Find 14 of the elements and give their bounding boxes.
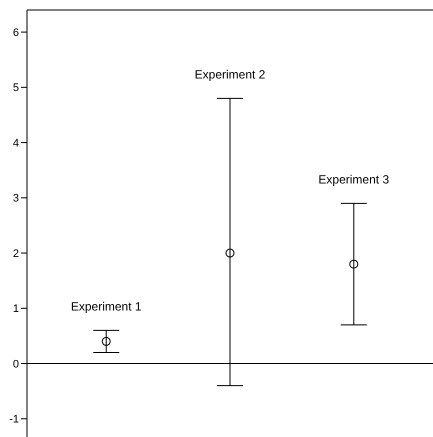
x-tick-label: Experiment 2 <box>194 67 266 82</box>
y-tick-label: -1 <box>9 414 19 426</box>
y-tick-label: 4 <box>12 137 19 150</box>
x-tick-label: Experiment 3 <box>318 172 390 186</box>
point <box>349 260 358 269</box>
y-tick-label: 1 <box>12 303 19 316</box>
point <box>226 248 234 258</box>
y-tick-label: 0 <box>12 358 19 370</box>
y-tick-label: 5 <box>12 82 19 94</box>
y-tick-label: 3 <box>12 192 19 205</box>
x-tick-label: Experiment 1 <box>70 299 142 314</box>
point <box>102 336 111 346</box>
y-tick-label: 6 <box>12 26 19 39</box>
y-tick-label: 2 <box>12 248 19 260</box>
